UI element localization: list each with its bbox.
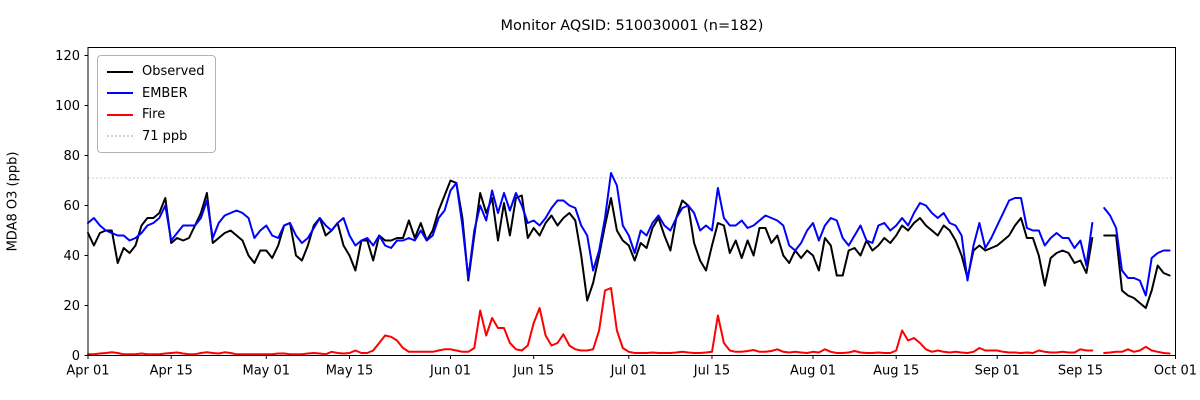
x-tick-label: Apr 15 — [150, 364, 193, 379]
legend-entry: Fire — [107, 104, 205, 126]
x-tick-label: Aug 15 — [873, 364, 919, 379]
y-tick-label: 40 — [63, 249, 80, 264]
x-tick-label: Oct 01 — [1154, 364, 1197, 379]
ember-line — [87, 172, 1171, 297]
y-tick-label: 120 — [55, 49, 80, 64]
x-tick-label: Jun 15 — [512, 364, 554, 379]
y-tick-label: 100 — [55, 99, 80, 114]
x-tick-label: Sep 15 — [1058, 364, 1103, 379]
x-tick-label: May 15 — [326, 364, 374, 379]
legend-label: EMBER — [142, 85, 188, 101]
legend-line-sample — [107, 70, 133, 73]
x-tick-label: Aug 01 — [790, 364, 836, 379]
x-tick-label: Jul 01 — [610, 364, 647, 379]
y-tick-label: 80 — [63, 149, 80, 164]
fire-line — [87, 287, 1171, 356]
chart-title: Monitor AQSID: 510030001 (n=182) — [500, 18, 764, 34]
legend-label: Observed — [142, 64, 205, 80]
y-tick-label: 20 — [63, 299, 80, 314]
legend-label: 71 ppb — [142, 128, 188, 144]
axes-spines — [87, 47, 1176, 356]
legend: Observed EMBER Fire 71 ppb — [97, 55, 216, 153]
x-tick-label: Jun 01 — [429, 364, 471, 379]
y-tick-label: 0 — [72, 349, 80, 364]
legend-label: Fire — [142, 107, 166, 123]
legend-entry: EMBER — [107, 83, 205, 105]
legend-line-sample — [107, 113, 133, 116]
x-tick-label: Apr 01 — [66, 364, 109, 379]
observed-line — [87, 179, 1171, 309]
legend-entry: Observed — [107, 61, 205, 83]
y-tick-label: 60 — [63, 199, 80, 214]
x-tick-label: Sep 01 — [975, 364, 1020, 379]
legend-line-sample — [107, 92, 133, 95]
legend-line-sample — [107, 135, 133, 138]
x-tick-label: May 01 — [242, 364, 290, 379]
x-tick-label: Jul 15 — [693, 364, 730, 379]
legend-entry: 71 ppb — [107, 126, 205, 148]
